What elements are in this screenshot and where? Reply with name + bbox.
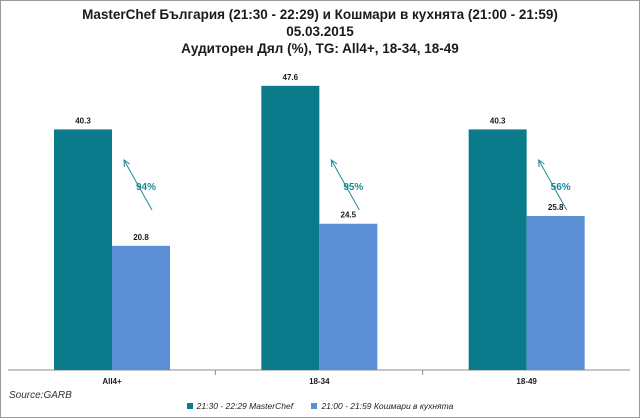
bar-koshmari-2: [526, 215, 585, 370]
chart-title: MasterChef България (21:30 - 22:29) и Ко…: [82, 7, 558, 22]
annotation-arrow-line: [538, 159, 568, 211]
source-note: Source:GARB: [9, 390, 72, 401]
category-label: 18-49: [516, 377, 537, 386]
annotation-percent: 56%: [551, 182, 571, 193]
chart-date: 05.03.2015: [286, 24, 354, 39]
legend: 21:30 - 22:29 MasterChef 21:00 - 21:59 К…: [0, 401, 640, 411]
data-label: 24.5: [341, 211, 357, 220]
bar-masterchef-0: [54, 129, 112, 370]
annotation-arrow-head: [330, 158, 338, 168]
bar-koshmari-1: [319, 223, 378, 370]
bar-masterchef-1: [261, 85, 320, 370]
legend-swatch-koshmari: [311, 403, 318, 409]
data-label: 47.6: [283, 73, 299, 82]
data-label: 25.8: [548, 203, 564, 212]
annotation-arrow-head: [123, 158, 131, 168]
legend-label-masterchef: 21:30 - 22:29 MasterChef: [196, 401, 294, 411]
annotation-arrow-head: [538, 158, 545, 168]
legend-swatch-masterchef: [186, 403, 193, 409]
bar-masterchef-2: [468, 129, 527, 370]
category-label: All4+: [102, 377, 122, 386]
legend-item-masterchef: 21:30 - 22:29 MasterChef: [186, 401, 294, 411]
category-label: 18-34: [309, 377, 330, 386]
bar-koshmari-0: [112, 245, 170, 370]
data-label: 20.8: [133, 233, 149, 242]
chart-subtitle: Аудиторен Дял (%), TG: All4+, 18-34, 18-…: [181, 41, 459, 56]
data-label: 40.3: [490, 116, 506, 125]
annotation-percent: 94%: [136, 182, 156, 193]
chart-titles: MasterChef България (21:30 - 22:29) и Ко…: [0, 6, 640, 57]
data-label: 40.3: [75, 116, 91, 125]
annotation-arrow-line: [330, 159, 360, 211]
legend-label-koshmari: 21:00 - 21:59 Кошмари в кухнята: [321, 401, 454, 411]
annotation-arrow-line: [123, 159, 153, 211]
annotation-percent: 95%: [343, 182, 363, 193]
legend-item-koshmari: 21:00 - 21:59 Кошмари в кухнята: [311, 401, 453, 411]
